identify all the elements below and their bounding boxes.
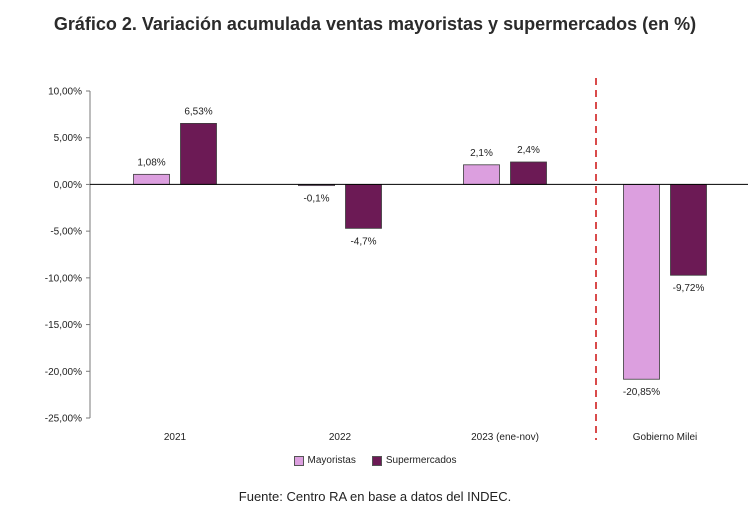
data-label: 2,4% (517, 145, 540, 156)
legend-swatch-mayoristas (293, 455, 304, 466)
chart-title: Gráfico 2. Variación acumulada ventas ma… (53, 14, 697, 34)
legend-swatch-supermercados (371, 455, 382, 466)
bar-mayoristas-0 (133, 173, 170, 185)
y-tick-label: -15,00% (45, 320, 82, 331)
data-label: -0,1% (303, 194, 329, 205)
data-label: 2,1% (470, 148, 493, 159)
y-tick-label: -5,00% (50, 227, 82, 238)
legend-item-supermercados: Supermercados (371, 455, 457, 466)
legend-item-mayoristas: Mayoristas (293, 455, 356, 466)
data-label: -9,72% (673, 283, 705, 294)
legend: Mayoristas Supermercados (0, 455, 750, 466)
y-tick-label: -20,00% (45, 367, 82, 378)
y-tick-label: 5,00% (54, 133, 82, 144)
legend-label-mayoristas: Mayoristas (307, 455, 356, 466)
x-category-label: 2022 (329, 432, 352, 443)
x-category-label: 2023 (ene-nov) (471, 432, 539, 443)
y-tick-label: -25,00% (45, 414, 82, 425)
bar-mayoristas-2 (463, 164, 500, 185)
y-tick-label: -10,00% (45, 273, 82, 284)
bar-supermercados-1 (345, 184, 382, 229)
x-category-label: 2021 (164, 432, 187, 443)
legend-label-supermercados: Supermercados (385, 455, 457, 466)
y-tick-label: 10,00% (48, 87, 82, 98)
bar-mayoristas-3 (623, 184, 660, 380)
data-label: -20,85% (623, 387, 660, 398)
x-category-label: Gobierno Milei (633, 432, 697, 443)
bar-supermercados-3 (670, 184, 707, 276)
source-note: Fuente: Centro RA en base a datos del IN… (238, 489, 512, 504)
y-tick-label: 0,00% (54, 180, 82, 191)
data-label: 6,53% (184, 106, 212, 117)
data-label: 1,08% (137, 157, 165, 168)
bar-supermercados-0 (180, 123, 217, 185)
bar-supermercados-2 (510, 161, 547, 185)
data-label: -4,7% (350, 236, 376, 247)
